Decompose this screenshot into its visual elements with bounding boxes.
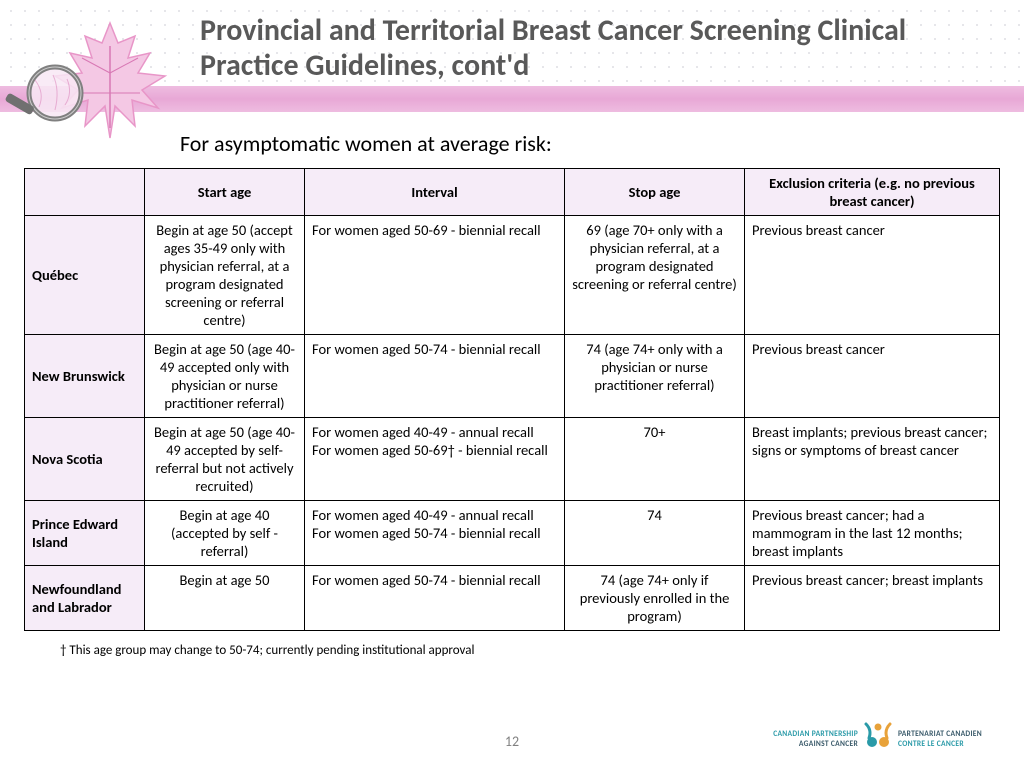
table-row: Prince Edward IslandBegin at age 40(acce… [25,501,1000,566]
col-start: Start age [145,169,305,216]
subtitle: For asymptomatic women at average risk: [180,130,552,157]
row-label: Prince Edward Island [25,501,145,566]
footnote: † This age group may change to 50-74; cu… [60,643,1024,658]
row-label: Québec [25,216,145,335]
cell-stop: 70+ [565,418,745,501]
row-label: New Brunswick [25,335,145,418]
cell-exclusion: Previous breast cancer; breast implants [745,566,1000,631]
cell-interval: For women aged 50-69 - biennial recall [305,216,565,335]
logo-en-2: AGAINST CANCER [799,740,859,749]
col-interval: Interval [305,169,565,216]
cell-stop: 74 (age 74+ only if previously enrolled … [565,566,745,631]
col-blank [25,169,145,216]
table-row: QuébecBegin at age 50 (accept ages 35-49… [25,216,1000,335]
col-stop: Stop age [565,169,745,216]
table-row: New BrunswickBegin at age 50 (age 40-49 … [25,335,1000,418]
cell-start: Begin at age 50 (age 40-49 accepted by s… [145,418,305,501]
col-excl: Exclusion criteria (e.g. no previous bre… [745,169,1000,216]
partnership-logo: CANADIAN PARTNERSHIP AGAINST CANCER PART… [742,716,1002,756]
row-label: Newfoundland and Labrador [25,566,145,631]
table-row: Newfoundland and LabradorBegin at age 50… [25,566,1000,631]
guidelines-table-wrapper: Start age Interval Stop age Exclusion cr… [24,168,1000,658]
cell-exclusion: Previous breast cancer [745,216,1000,335]
cell-start: Begin at age 50 [145,566,305,631]
cell-exclusion: Previous breast cancer [745,335,1000,418]
maple-leaf-magnifier-graphic [0,10,195,155]
cell-exclusion: Breast implants; previous breast cancer;… [745,418,1000,501]
cell-stop: 74 [565,501,745,566]
cell-interval: For women aged 50-74 - biennial recall [305,335,565,418]
cell-exclusion: Previous breast cancer; had a mammogram … [745,501,1000,566]
cell-start: Begin at age 50 (accept ages 35-49 only … [145,216,305,335]
row-label: Nova Scotia [25,418,145,501]
logo-fr-2: CONTRE LE CANCER [898,740,964,749]
cell-stop: 74 (age 74+ only with a physician or nur… [565,335,745,418]
cell-interval: For women aged 50-74 - biennial recall [305,566,565,631]
logo-fr-1: PARTENARIAT CANADIEN [898,730,982,739]
table-row: Nova ScotiaBegin at age 50 (age 40-49 ac… [25,418,1000,501]
page-title: Provincial and Territorial Breast Cancer… [200,14,984,83]
cell-start: Begin at age 50 (age 40-49 accepted only… [145,335,305,418]
cell-start: Begin at age 40(accepted by self -referr… [145,501,305,566]
cell-interval: For women aged 40-49 - annual recallFor … [305,501,565,566]
cell-interval: For women aged 40-49 - annual recallFor … [305,418,565,501]
logo-en-1: CANADIAN PARTNERSHIP [773,730,858,739]
cell-stop: 69 (age 70+ only with a physician referr… [565,216,745,335]
guidelines-table: Start age Interval Stop age Exclusion cr… [24,168,1000,631]
title-block: Provincial and Territorial Breast Cancer… [200,14,984,83]
table-header-row: Start age Interval Stop age Exclusion cr… [25,169,1000,216]
